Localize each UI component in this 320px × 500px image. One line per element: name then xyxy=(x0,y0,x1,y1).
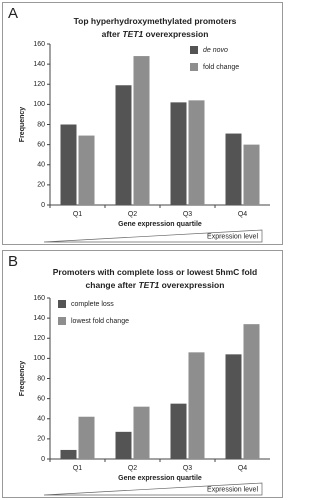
y-tick-label: 100 xyxy=(33,101,45,108)
title-part: overexpression xyxy=(143,29,208,39)
title-part: TET1 xyxy=(122,29,143,39)
legend-label: lowest fold change xyxy=(71,318,129,325)
y-tick-label: 40 xyxy=(37,416,45,423)
bar xyxy=(243,144,260,205)
bar xyxy=(60,449,77,459)
bar xyxy=(225,354,242,459)
legend-swatch xyxy=(190,63,198,71)
x-tick-label: Q4 xyxy=(238,211,247,218)
bar xyxy=(115,85,132,205)
x-tick-label: Q3 xyxy=(183,465,192,472)
y-axis-title: Frequency xyxy=(19,107,26,143)
title-part: overexpression xyxy=(159,280,224,290)
y-tick-label: 40 xyxy=(37,162,45,169)
y-tick-label: 0 xyxy=(41,202,45,209)
bar xyxy=(188,352,205,459)
panel-frame xyxy=(2,2,283,245)
y-tick-label: 160 xyxy=(33,295,45,302)
figure: A Top hyperhydroxymethylated promoters aft… xyxy=(2,2,283,498)
x-tick-label: Q3 xyxy=(183,211,192,218)
legend-swatch xyxy=(58,317,66,325)
bar xyxy=(60,124,77,205)
x-tick-label: Q4 xyxy=(238,465,247,472)
panel-frame xyxy=(2,250,283,498)
bar xyxy=(115,431,132,459)
y-tick-label: 0 xyxy=(41,456,45,463)
bar xyxy=(243,324,260,459)
y-tick-label: 100 xyxy=(33,355,45,362)
x-tick-label: Q2 xyxy=(128,211,137,218)
y-tick-label: 120 xyxy=(33,335,45,342)
chart-title: after TET1 overexpression xyxy=(102,29,209,39)
y-tick-label: 60 xyxy=(37,395,45,402)
annotation: Expression level xyxy=(207,233,258,240)
legend-label: de novo xyxy=(203,47,228,54)
title-part: after xyxy=(102,29,123,39)
expression-wedge xyxy=(43,482,263,496)
x-axis-title: Gene expression quartile xyxy=(118,221,202,228)
chart-title: change after TET1 overexpression xyxy=(86,280,225,290)
y-tick-label: 60 xyxy=(37,141,45,148)
bar xyxy=(170,403,187,459)
x-tick-label: Q2 xyxy=(128,465,137,472)
bar xyxy=(133,406,150,459)
y-tick-label: 160 xyxy=(33,41,45,48)
y-axis-title: Frequency xyxy=(19,361,26,397)
y-tick-label: 140 xyxy=(33,61,45,68)
title-part: Promoters with complete loss or lowest 5… xyxy=(53,267,258,277)
title-part: change after xyxy=(86,280,139,290)
title-part: TET1 xyxy=(138,280,159,290)
x-tick-label: Q1 xyxy=(73,211,82,218)
bar xyxy=(78,416,95,459)
legend-swatch xyxy=(58,300,66,308)
y-tick-label: 20 xyxy=(37,436,45,443)
bar xyxy=(188,100,205,205)
annotation: Expression level xyxy=(207,486,258,493)
bar xyxy=(170,102,187,205)
title-part: Top hyperhydroxymethylated promoters xyxy=(74,16,237,26)
bar xyxy=(225,133,242,205)
x-tick-label: Q1 xyxy=(73,465,82,472)
y-tick-label: 120 xyxy=(33,81,45,88)
y-tick-label: 140 xyxy=(33,315,45,322)
chart-title: Promoters with complete loss or lowest 5… xyxy=(53,267,258,277)
panel-letter: B xyxy=(8,253,18,270)
legend-label: complete loss xyxy=(71,301,114,308)
chart-title: Top hyperhydroxymethylated promoters xyxy=(74,16,237,26)
legend-label: fold change xyxy=(203,64,239,71)
panel-letter: A xyxy=(8,5,18,22)
y-tick-label: 80 xyxy=(37,121,45,128)
legend-swatch xyxy=(190,46,198,54)
bar xyxy=(133,56,150,206)
expression-wedge xyxy=(43,229,263,243)
x-axis-title: Gene expression quartile xyxy=(118,475,202,482)
bar xyxy=(78,135,95,205)
y-tick-label: 20 xyxy=(37,182,45,189)
y-tick-label: 80 xyxy=(37,375,45,382)
